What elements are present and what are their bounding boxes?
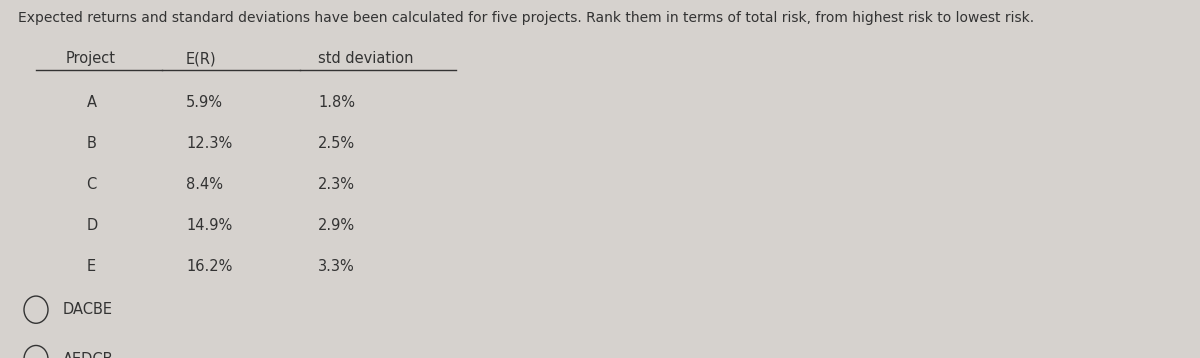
Text: 5.9%: 5.9% <box>186 95 223 110</box>
Text: 3.3%: 3.3% <box>318 259 355 274</box>
Text: std deviation: std deviation <box>318 51 414 66</box>
Text: 2.9%: 2.9% <box>318 218 355 233</box>
Text: D: D <box>86 218 97 233</box>
Text: 16.2%: 16.2% <box>186 259 233 274</box>
Text: 2.3%: 2.3% <box>318 177 355 192</box>
Text: C: C <box>86 177 97 192</box>
Text: 2.5%: 2.5% <box>318 136 355 151</box>
Text: 12.3%: 12.3% <box>186 136 233 151</box>
Text: 1.8%: 1.8% <box>318 95 355 110</box>
Text: AEDCB: AEDCB <box>62 352 113 358</box>
Text: 8.4%: 8.4% <box>186 177 223 192</box>
Text: DACBE: DACBE <box>62 302 113 317</box>
Text: E(R): E(R) <box>186 51 217 66</box>
Text: B: B <box>86 136 96 151</box>
Text: 14.9%: 14.9% <box>186 218 233 233</box>
Text: Expected returns and standard deviations have been calculated for five projects.: Expected returns and standard deviations… <box>18 11 1034 25</box>
Text: Project: Project <box>66 51 116 66</box>
Text: A: A <box>86 95 96 110</box>
Text: E: E <box>86 259 96 274</box>
